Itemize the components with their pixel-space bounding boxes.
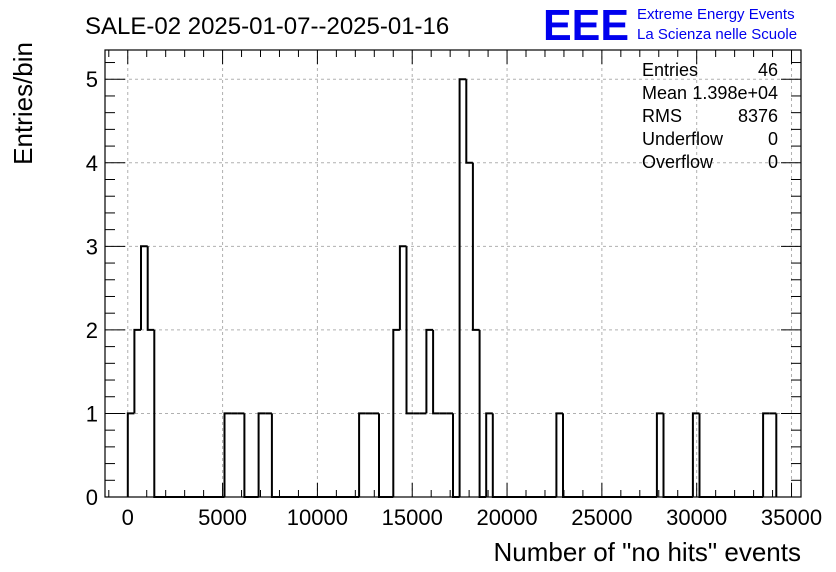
logo-line-1: Extreme Energy Events [637,6,795,23]
histogram-bin [458,78,467,497]
axis-ticks [105,50,801,498]
grid-lines [105,50,801,497]
plot-frame [104,49,802,498]
histogram-bin [133,328,141,414]
histogram-bin [691,412,700,497]
eee-logo: EEE Extreme Energy Events La Scienza nel… [543,1,797,50]
stats-box: Entries 46 Mean 1.398e+04 RMS 8376 Under… [642,60,778,172]
y-tick-label: 1 [86,401,98,426]
stat-value-mean: 1.398e+04 [692,83,778,103]
y-tick-label: 0 [86,485,98,510]
histogram-bin [485,412,493,497]
x-tick-label: 20000 [476,505,537,530]
histogram-bin [405,246,414,415]
histogram-bin [223,412,232,497]
stat-value-underflow: 0 [768,129,778,149]
histogram-bin [140,245,148,330]
x-tick-label: 10000 [287,505,348,530]
x-axis-label: Number of "no hits" events [494,537,802,567]
y-tick-label: 2 [86,318,98,343]
x-tick-label: 0 [122,505,134,530]
stat-value-overflow: 0 [768,152,778,172]
histogram-bin [432,329,440,415]
histogram-bin [465,79,473,164]
y-tick-label: 3 [86,234,98,259]
x-tick-label: 5000 [198,505,247,530]
stat-label-rms: RMS [642,106,682,126]
x-tick-label: 30000 [666,505,727,530]
stat-label-underflow: Underflow [642,129,724,149]
stat-label-entries: Entries [642,60,698,80]
histogram-bin [146,246,155,331]
y-tick-labels: 0 1 2 3 4 5 [86,67,98,510]
histogram-bin [655,412,664,497]
histogram-bin [257,412,266,497]
y-axis-label: Entries/bin [8,42,38,165]
histogram-bin [358,412,366,497]
stat-label-overflow: Overflow [642,152,714,172]
y-tick-label: 4 [86,151,98,176]
x-tick-labels: 0 5000 10000 15000 20000 25000 30000 35000 [122,505,822,530]
histogram-bin [398,245,407,330]
logo-letters: EEE [543,1,629,50]
y-tick-label: 5 [86,67,98,92]
histogram-bin [126,412,135,497]
logo-line-2: La Scienza nelle Scuole [637,26,797,43]
chart-title: SALE-02 2025-01-07--2025-01-16 [85,13,449,40]
histogram-bin [762,412,770,497]
histogram-bin [392,328,400,497]
stat-label-mean: Mean [642,83,687,103]
x-tick-label: 25000 [571,505,632,530]
histogram-bin [471,162,480,331]
stat-value-entries: 46 [758,60,778,80]
stat-value-rms: 8376 [738,106,778,126]
x-tick-label: 15000 [382,505,443,530]
histogram-bin [555,412,563,497]
x-tick-label: 35000 [761,505,822,530]
histogram-bin [425,328,434,414]
